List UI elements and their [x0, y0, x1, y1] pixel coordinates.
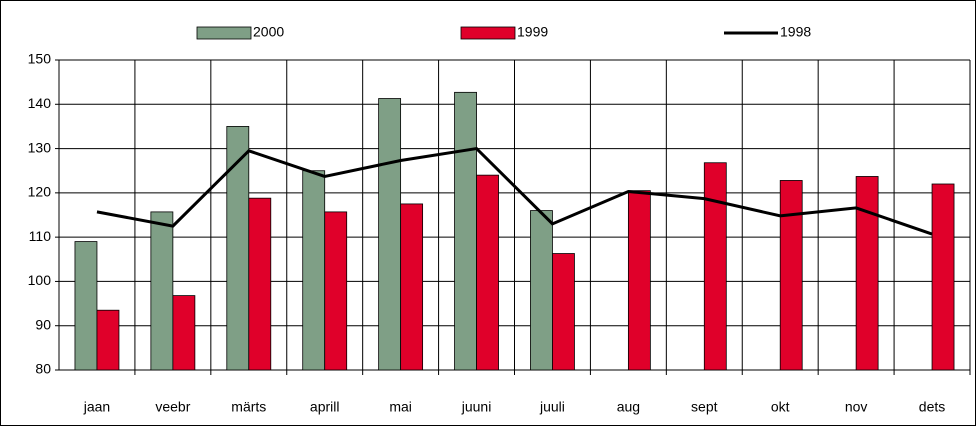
bar [931, 183, 955, 371]
x-tick-label: okt [771, 399, 790, 415]
bar [703, 162, 727, 371]
y-tick-label: 90 [35, 316, 51, 332]
x-tick-label: aug [617, 399, 640, 415]
x-tick-label: juuni [461, 399, 492, 415]
legend-swatch [196, 26, 252, 40]
x-tick-label: mai [389, 399, 412, 415]
x-tick-label: veebr [155, 399, 190, 415]
bar [302, 170, 326, 371]
x-tick-label: sept [691, 399, 718, 415]
y-tick-label: 130 [28, 139, 52, 155]
y-tick-label: 80 [35, 361, 51, 377]
bar [248, 197, 272, 371]
legend-label: 1999 [517, 24, 548, 40]
x-tick-label: märts [231, 399, 266, 415]
bar [400, 203, 424, 371]
legend-swatch [460, 26, 516, 40]
bar [172, 295, 196, 371]
bar [96, 309, 120, 371]
x-tick-label: aprill [310, 399, 340, 415]
y-tick-label: 100 [28, 272, 52, 288]
x-tick-label: nov [845, 399, 868, 415]
bar [324, 211, 348, 371]
line [96, 146, 933, 236]
bar [454, 91, 477, 371]
y-tick-label: 120 [28, 184, 52, 200]
bar [74, 241, 98, 371]
bar [855, 176, 879, 371]
legend-label: 2000 [253, 24, 284, 40]
bar [476, 174, 499, 371]
x-tick-label: juuli [539, 399, 565, 415]
legend-label: 1998 [780, 24, 811, 40]
bar [779, 180, 803, 371]
bar [627, 190, 651, 371]
y-tick-label: 140 [28, 95, 52, 111]
y-tick-label: 110 [29, 228, 52, 244]
bar [378, 98, 402, 371]
x-tick-label: jaan [83, 399, 110, 415]
bar [552, 253, 575, 371]
x-tick-label: dets [919, 399, 945, 415]
bar [150, 211, 174, 371]
bar [530, 210, 553, 371]
y-tick-label: 150 [28, 51, 52, 67]
